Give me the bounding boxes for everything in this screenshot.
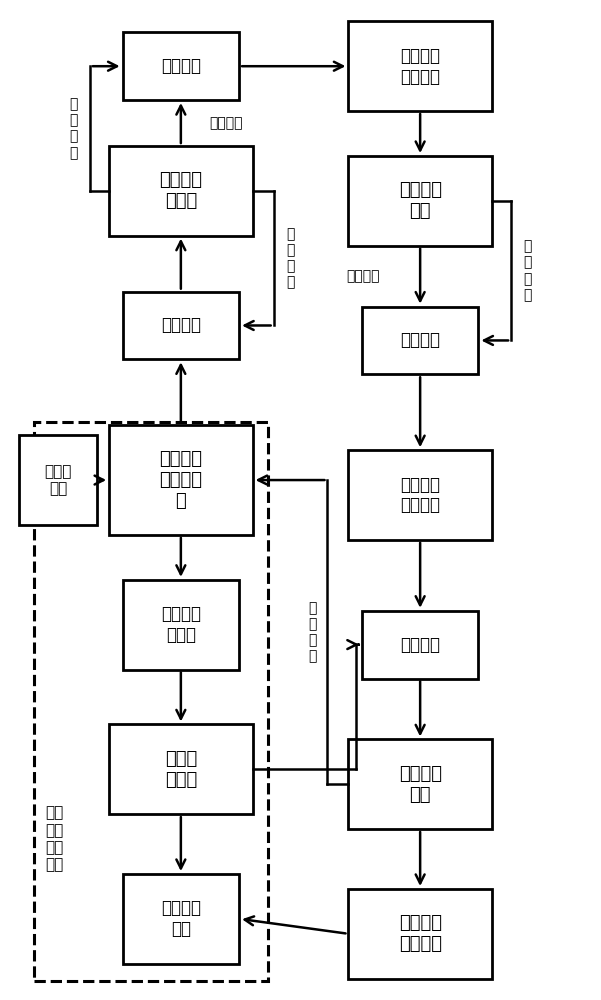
Text: 加权滑动
均值滤波: 加权滑动 均值滤波 [400,47,440,86]
Text: 下
一
历
元: 下 一 历 元 [523,239,532,302]
Text: 可用速度
数据: 可用速度 数据 [398,181,442,220]
Text: 位移数据: 位移数据 [400,331,440,349]
Bar [123,874,239,964]
Text: 下
一
历
元: 下 一 历 元 [286,227,294,289]
Bar [123,580,239,670]
Text: 加速度实
时监测数
据: 加速度实 时监测数 据 [159,450,203,510]
Text: 算法
参数
最优
固定: 算法 参数 最优 固定 [45,805,63,873]
Text: 下
一
历
元: 下 一 历 元 [308,601,317,663]
Text: 递归滤波: 递归滤波 [161,316,201,334]
Bar [19,435,97,525]
Text: 参数初
始化: 参数初 始化 [44,464,72,496]
Text: 位移样本
数据: 位移样本 数据 [161,899,201,938]
Bar [34,422,267,981]
Bar [362,307,478,374]
Text: 加速度样
本数据: 加速度样 本数据 [161,605,201,644]
Bar [349,156,492,246]
Text: 可用位移
数据: 可用位移 数据 [398,765,442,804]
Bar [109,146,252,236]
Text: 一次积分: 一次积分 [209,116,242,130]
Bar [349,889,492,979]
Text: 递归滤波: 递归滤波 [400,636,440,654]
Bar [109,425,252,535]
Text: 可用加速
度数据: 可用加速 度数据 [159,171,203,210]
Bar [123,32,239,100]
Bar [349,739,492,829]
Bar [349,21,492,111]
Text: 速度数据: 速度数据 [161,57,201,75]
Text: 加权滑动
均值滤波: 加权滑动 均值滤波 [400,476,440,514]
Text: 下
一
历
元: 下 一 历 元 [69,97,78,160]
Text: 一次积分: 一次积分 [347,269,380,283]
Bar [123,292,239,359]
Bar [109,724,252,814]
Bar [362,611,478,679]
Text: 实时振动
位移数据: 实时振动 位移数据 [398,914,442,953]
Text: 参数最
优估计: 参数最 优估计 [165,750,197,789]
Bar [349,450,492,540]
